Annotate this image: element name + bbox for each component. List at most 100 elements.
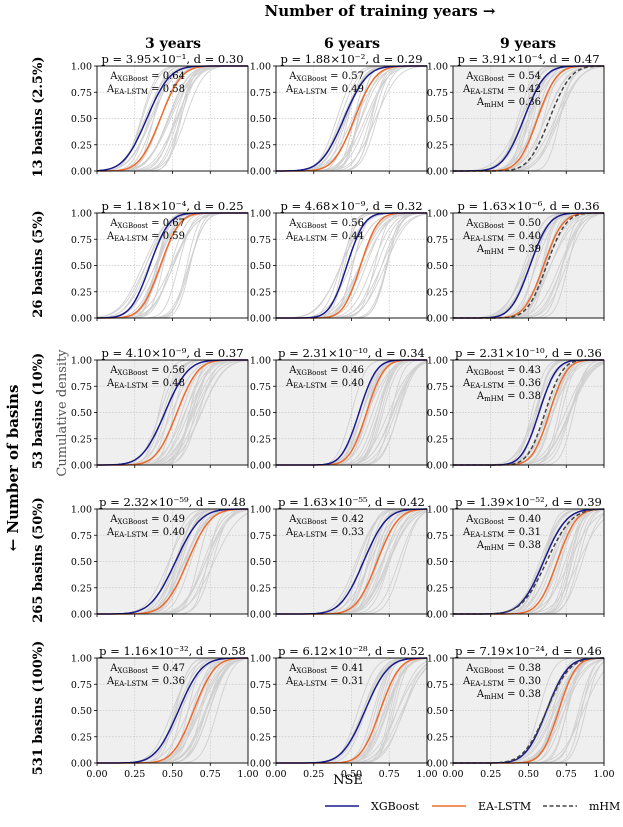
y-tick-label: 0.75 — [71, 235, 92, 246]
y-tick-label: 0.75 — [427, 382, 448, 393]
legend: XGBoost EA-LSTM mHM — [325, 800, 620, 813]
y-tick-label: 1.00 — [71, 654, 92, 665]
x-tick-label: 0.25 — [303, 769, 324, 780]
y-tick-label: 1.00 — [427, 356, 448, 367]
panel-title: p = 2.31×10⁻¹⁰, d = 0.36 — [455, 346, 602, 360]
x-tick-label: 0.00 — [86, 769, 107, 780]
y-tick-label: 0.50 — [427, 261, 448, 272]
y-tick-label: 0.00 — [71, 167, 92, 178]
y-tick-label: 0.25 — [71, 583, 92, 594]
area-label-ea-lstm: AEA-LSTM = 0.59 — [106, 231, 185, 243]
y-tick-label: 1.00 — [71, 356, 92, 367]
y-tick-label: 0.00 — [250, 461, 271, 472]
row-header: 53 basins (10%) — [31, 353, 46, 469]
y-tick-label: 0.50 — [250, 706, 271, 717]
panel: 0.00 0.25 0.50 0.75 1.00 p = 1.63×10⁻⁶, d = 0… — [427, 199, 605, 325]
y-tick-label: 0.50 — [71, 706, 92, 717]
area-label-ea-lstm: AEA-LSTM = 0.49 — [285, 84, 364, 96]
area-label-xgboost: AXGBoost = 0.67 — [109, 218, 185, 230]
y-tick-label: 0.00 — [427, 759, 448, 770]
panel-title: p = 3.95×10⁻¹, d = 0.30 — [101, 52, 243, 66]
area-label-ea-lstm: AEA-LSTM = 0.33 — [285, 527, 364, 539]
y-tick-label: 0.25 — [250, 434, 271, 445]
panel: 0.00 0.25 0.50 0.75 1.00 p = 4.68×10⁻⁹, d = 0… — [250, 199, 428, 325]
y-tick-label: 0.75 — [250, 680, 271, 691]
y-tick-label: 1.00 — [71, 505, 92, 516]
panel: 0.00 0.25 0.50 0.75 1.00 p = 3.91×10⁻⁴, d = 0… — [427, 52, 605, 178]
y-tick-label: 0.25 — [250, 583, 271, 594]
mhm-curve — [453, 359, 604, 466]
y-tick-label: 1.00 — [71, 209, 92, 220]
area-label-ea-lstm: AEA-LSTM = 0.58 — [106, 84, 185, 96]
y-tick-label: 0.25 — [250, 140, 271, 151]
area-label-xgboost: AXGBoost = 0.40 — [465, 514, 541, 526]
area-label-ea-lstm: AEA-LSTM = 0.48 — [106, 378, 185, 390]
y-tick-label: 0.00 — [250, 759, 271, 770]
y-tick-label: 0.00 — [71, 610, 92, 621]
y-tick-label: 1.00 — [71, 62, 92, 73]
area-label-xgboost: AXGBoost = 0.43 — [465, 365, 541, 377]
x-tick-label: 0.50 — [518, 769, 539, 780]
y-tick-label: 0.00 — [427, 314, 448, 325]
y-tick-label: 0.00 — [250, 610, 271, 621]
y-tick-label: 0.50 — [427, 114, 448, 125]
y-tick-label: 0.75 — [427, 235, 448, 246]
y-tick-label: 0.75 — [71, 531, 92, 542]
y-tick-label: 1.00 — [250, 62, 271, 73]
y-tick-label: 1.00 — [427, 62, 448, 73]
mhm-curve — [453, 212, 604, 319]
panel: 0.00 0.25 0.50 0.75 1.00 p = 1.39×10⁻⁵², d = … — [427, 495, 605, 621]
y-tick-label: 1.00 — [427, 505, 448, 516]
panel: 0.00 0.25 0.50 0.75 1.00 p = 2.32×10⁻⁵⁹, d = … — [71, 495, 249, 621]
y-tick-label: 0.25 — [427, 434, 448, 445]
y-tick-label: 1.00 — [250, 505, 271, 516]
area-label-ea-lstm: AEA-LSTM = 0.31 — [285, 676, 364, 688]
x-tick-label: 1.00 — [416, 769, 437, 780]
panel-title: p = 3.91×10⁻⁴, d = 0.47 — [457, 52, 599, 66]
y-tick-label: 0.75 — [427, 531, 448, 542]
panel: 0.000.00 0.25 0.25 0.50 0.50 0.75 0.75 1.00 1.00… — [71, 644, 259, 780]
panel-title: p = 1.63×10⁻⁵⁵, d = 0.42 — [278, 495, 425, 509]
area-label-ea-lstm: AEA-LSTM = 0.40 — [106, 527, 185, 539]
area-label-mhm: AmHM = 0.38 — [476, 391, 541, 403]
y-tick-label: 0.75 — [427, 680, 448, 691]
row-header: 265 basins (50%) — [31, 497, 46, 622]
area-label-xgboost: AXGBoost = 0.56 — [288, 218, 364, 230]
y-tick-label: 0.75 — [71, 680, 92, 691]
row-header: 26 basins (5%) — [31, 210, 46, 317]
area-label-xgboost: AXGBoost = 0.50 — [465, 218, 541, 230]
area-label-ea-lstm: AEA-LSTM = 0.42 — [462, 84, 541, 96]
y-tick-label: 0.00 — [427, 610, 448, 621]
y-tick-label: 0.50 — [71, 557, 92, 568]
area-label-xgboost: AXGBoost = 0.46 — [288, 365, 364, 377]
area-label-xgboost: AXGBoost = 0.56 — [109, 365, 185, 377]
panel: 0.00 0.25 0.50 0.75 1.00 p = 2.31×10⁻¹⁰, d = … — [250, 346, 428, 472]
area-label-mhm: AmHM = 0.39 — [476, 244, 541, 256]
panel: 0.00 0.25 0.50 0.75 1.00 p = 4.10×10⁻⁹, d = 0… — [71, 346, 249, 472]
panel-title: p = 1.39×10⁻⁵², d = 0.39 — [455, 495, 602, 509]
x-tick-label: 0.75 — [200, 769, 221, 780]
y-tick-label: 1.00 — [250, 356, 271, 367]
y-tick-label: 0.00 — [71, 314, 92, 325]
y-tick-label: 0.25 — [250, 287, 271, 298]
y-tick-label: 0.50 — [250, 557, 271, 568]
legend-label: EA-LSTM — [478, 800, 531, 813]
mhm-curve — [453, 657, 604, 764]
y-tick-label: 0.50 — [71, 408, 92, 419]
row-header: 13 basins (2.5%) — [31, 57, 46, 178]
y-tick-label: 0.25 — [427, 140, 448, 151]
panel: 0.00 0.25 0.50 0.75 1.00 p = 3.95×10⁻¹, d = 0… — [71, 52, 249, 178]
area-label-mhm: AmHM = 0.36 — [476, 97, 541, 109]
mhm-curve — [453, 65, 604, 172]
y-tick-label: 0.00 — [71, 461, 92, 472]
panel-title: p = 1.16×10⁻³², d = 0.58 — [99, 644, 246, 658]
y-tick-label: 0.25 — [427, 583, 448, 594]
area-label-xgboost: AXGBoost = 0.57 — [288, 71, 364, 83]
y-tick-label: 0.25 — [427, 287, 448, 298]
y-tick-label: 0.25 — [427, 732, 448, 743]
column-headers: 3 years 6 years 9 years — [145, 36, 556, 52]
y-tick-label: 0.00 — [250, 167, 271, 178]
panel-title: p = 4.68×10⁻⁹, d = 0.32 — [280, 199, 422, 213]
panel: 0.00 0.25 0.50 0.75 1.00 p = 1.18×10⁻⁴, d = 0… — [71, 199, 249, 325]
